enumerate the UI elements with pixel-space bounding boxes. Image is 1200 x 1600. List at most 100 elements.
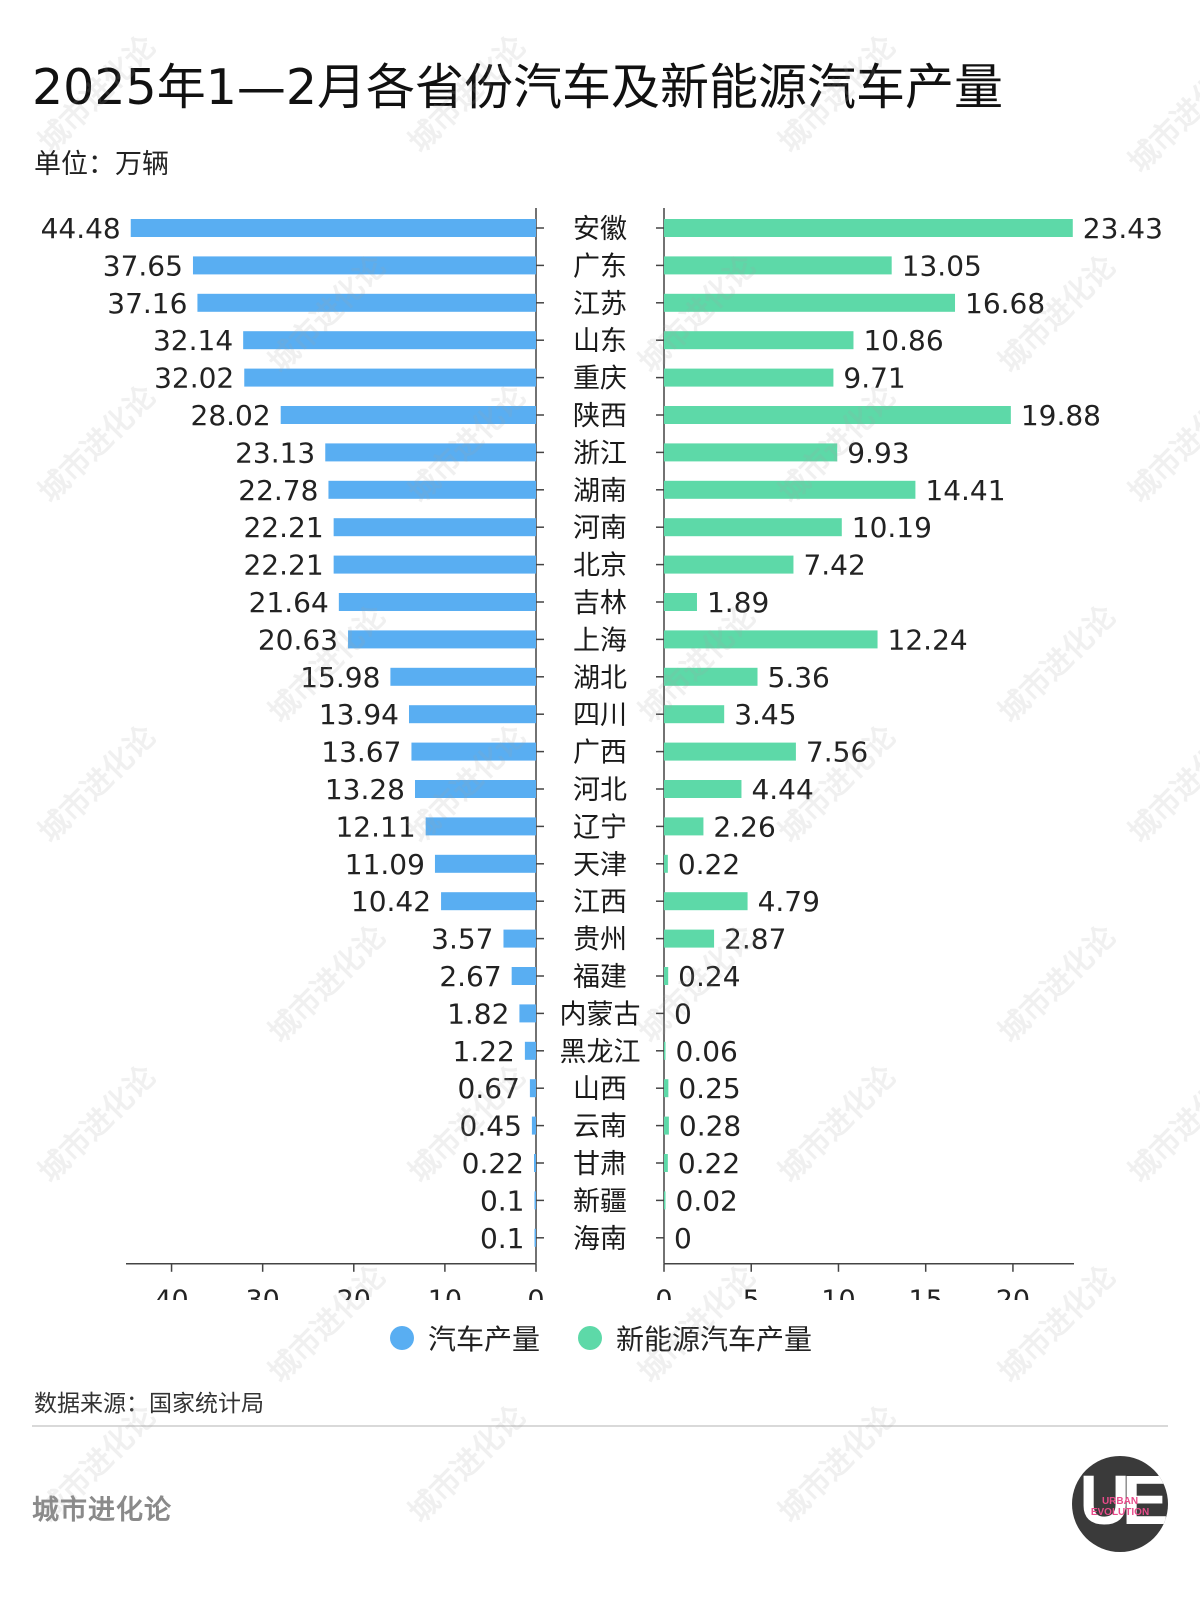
- category-label: 江西: [573, 887, 627, 918]
- footer-divider: [32, 1425, 1168, 1427]
- nev-bar: [664, 1154, 668, 1172]
- car-value-label: 3.57: [431, 923, 493, 956]
- car-value-label: 32.02: [154, 362, 234, 395]
- nev-value-label: 0.02: [676, 1184, 738, 1217]
- nev-value-label: 2.26: [713, 810, 775, 843]
- car-value-label: 0.22: [462, 1147, 524, 1180]
- car-value-label: 1.82: [447, 997, 509, 1030]
- nev-value-label: 0: [674, 997, 692, 1030]
- car-bar: [529, 1079, 536, 1098]
- nev-bar: [664, 667, 758, 686]
- car-bar: [534, 1228, 536, 1247]
- car-value-label: 44.48: [41, 212, 121, 245]
- nev-bar: [664, 929, 715, 948]
- nev-value-label: 2.87: [724, 923, 786, 956]
- brand-name: 城市进化论: [32, 1495, 172, 1526]
- car-bar: [280, 406, 536, 424]
- category-label: 福建: [573, 962, 627, 993]
- category-label: 四川: [573, 700, 627, 731]
- left-x-tick-label: 10: [428, 1285, 462, 1300]
- nev-bar: [664, 1079, 669, 1098]
- category-label: 广东: [573, 251, 627, 282]
- category-label: 湖北: [573, 663, 627, 694]
- legend-label-car: 汽车产量: [428, 1323, 541, 1356]
- nev-bar: [664, 256, 892, 275]
- nev-bar: [664, 817, 704, 836]
- nev-value-label: 19.88: [1021, 399, 1101, 432]
- nev-value-label: 0.22: [678, 1147, 740, 1180]
- car-bar: [348, 630, 536, 649]
- car-bar: [325, 443, 536, 462]
- car-value-label: 12.11: [335, 810, 415, 843]
- car-value-label: 0.67: [458, 1072, 520, 1105]
- car-bar: [441, 892, 536, 911]
- nev-bar: [664, 406, 1011, 424]
- nev-value-label: 0.28: [679, 1110, 741, 1143]
- nev-bar: [664, 854, 668, 873]
- car-value-label: 13.28: [325, 773, 405, 806]
- right-x-tick-label: 15: [909, 1285, 943, 1300]
- category-label: 海南: [573, 1224, 627, 1255]
- nev-value-label: 5.36: [768, 661, 830, 694]
- nev-bar: [664, 967, 669, 985]
- nev-bar: [664, 1191, 666, 1210]
- left-x-tick-label: 0: [527, 1285, 544, 1300]
- car-value-label: 20.63: [258, 623, 338, 656]
- car-bar: [192, 256, 536, 275]
- nev-value-label: 9.93: [847, 436, 909, 469]
- category-label: 陕西: [573, 401, 627, 432]
- car-bar: [531, 1116, 536, 1135]
- unit-label: 单位：万辆: [34, 149, 169, 180]
- category-label: 江苏: [573, 289, 627, 320]
- nev-bar: [664, 1041, 666, 1060]
- car-value-label: 23.13: [235, 436, 315, 469]
- nev-bar: [664, 742, 796, 761]
- car-value-label: 0.1: [480, 1222, 525, 1255]
- nev-value-label: 0: [674, 1222, 692, 1255]
- right-x-tick-label: 0: [655, 1285, 672, 1300]
- car-value-label: 10.42: [351, 885, 431, 918]
- nev-bar: [664, 705, 725, 724]
- nev-value-label: 3.45: [734, 698, 796, 731]
- butterfly-bar-chart: 安徽 44.48 23.43 广东 37.65 13.05 江苏 37.16 16.68 山东 32…: [41, 208, 1163, 1300]
- category-label: 安徽: [573, 214, 627, 245]
- left-x-tick-label: 40: [154, 1285, 188, 1300]
- car-value-label: 21.64: [249, 586, 329, 619]
- car-bar: [333, 555, 536, 574]
- nev-bar: [664, 780, 742, 798]
- car-value-label: 1.22: [453, 1035, 515, 1068]
- car-value-label: 13.67: [321, 736, 401, 769]
- car-bar: [519, 1004, 536, 1023]
- category-label: 河南: [573, 513, 627, 544]
- nev-value-label: 10.86: [863, 324, 943, 357]
- category-label: 上海: [573, 625, 627, 656]
- car-value-label: 22.78: [238, 474, 318, 507]
- category-label: 广西: [573, 738, 627, 769]
- category-label: 河北: [573, 775, 627, 806]
- legend-item-nev: 新能源汽车产量: [578, 1318, 812, 1358]
- left-x-tick-label: 20: [337, 1285, 371, 1300]
- nev-value-label: 10.19: [852, 511, 932, 544]
- nev-value-label: 7.42: [803, 549, 865, 582]
- category-label: 重庆: [573, 364, 627, 395]
- car-value-label: 0.1: [480, 1184, 525, 1217]
- category-label: 山西: [573, 1074, 627, 1105]
- car-bar: [411, 742, 536, 761]
- car-value-label: 0.45: [460, 1110, 522, 1143]
- car-bar: [243, 331, 536, 350]
- car-bar: [390, 667, 536, 686]
- nev-value-label: 12.24: [888, 623, 968, 656]
- car-value-label: 15.98: [300, 661, 380, 694]
- car-value-label: 28.02: [191, 399, 271, 432]
- car-bar: [130, 219, 536, 237]
- nev-value-label: 0.24: [678, 960, 740, 993]
- category-label: 甘肃: [573, 1149, 627, 1180]
- car-bar: [197, 293, 537, 312]
- car-bar: [524, 1041, 536, 1060]
- car-bar: [511, 967, 536, 985]
- legend-item-car: 汽车产量: [390, 1318, 540, 1358]
- car-bar: [338, 593, 536, 611]
- car-value-label: 2.67: [439, 960, 501, 993]
- watermark: 城市进化论: [402, 1399, 533, 1530]
- car-value-label: 37.65: [103, 249, 183, 282]
